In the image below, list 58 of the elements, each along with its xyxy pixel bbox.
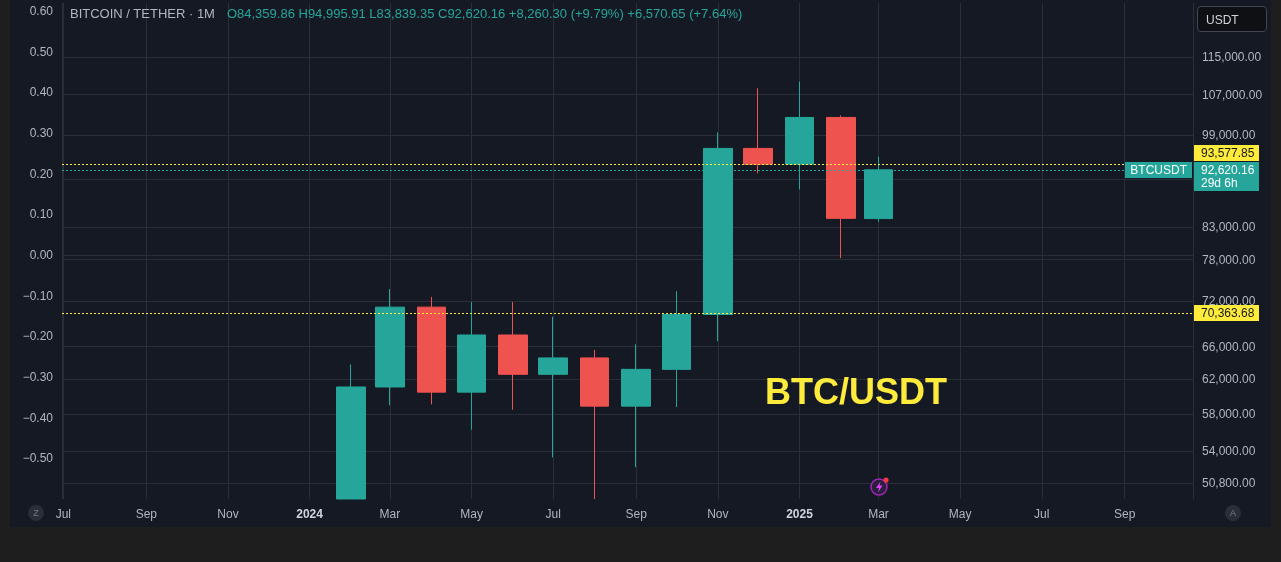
y-tick-label: 83,000.00 xyxy=(1202,220,1256,235)
x-tick-label: 2024 xyxy=(296,507,324,521)
y2-tick-label: 0.40 xyxy=(29,85,54,100)
candlestick xyxy=(498,301,528,411)
candlestick xyxy=(826,114,856,259)
x-tick-label: Sep xyxy=(1114,507,1136,521)
y2-tick-label: 0.20 xyxy=(29,166,54,181)
x-tick-label: May xyxy=(460,507,483,521)
y2-tick-label: 0.30 xyxy=(29,126,54,141)
candlestick xyxy=(580,349,609,500)
y2-tick-label: 0.60 xyxy=(29,4,54,19)
text: 29d 6h xyxy=(1194,175,1259,191)
y2-tick-label: −0.10 xyxy=(22,288,54,303)
y2-tick-label: −0.30 xyxy=(22,370,54,385)
x-tick-label: Mar xyxy=(379,507,401,521)
y-tick-label: 78,000.00 xyxy=(1202,252,1256,267)
candlestick xyxy=(375,288,405,406)
x-tick-label: Sep xyxy=(625,507,648,521)
y-tick-label: 107,000.00 xyxy=(1202,87,1263,102)
y-tick-label: 62,000.00 xyxy=(1202,372,1256,387)
candlestick xyxy=(538,316,568,458)
ref-line-label: 92,620.16 xyxy=(1194,161,1259,178)
x-tick-label: 2025 xyxy=(786,507,814,521)
x-tick-label: May xyxy=(948,507,972,521)
y-tick-label: 50,800.00 xyxy=(1202,476,1256,491)
x-tick-label: Jul xyxy=(1034,507,1050,521)
y2-tick-label: −0.40 xyxy=(22,410,54,425)
y-tick-label: 58,000.00 xyxy=(1202,407,1256,422)
x-tick-label: Jul xyxy=(55,507,72,521)
x-tick-label: Jul xyxy=(545,507,561,521)
candlestick xyxy=(457,301,486,431)
chart-title: BITCOIN / TETHER · 1M xyxy=(70,6,215,21)
text: Z xyxy=(28,505,44,521)
y-tick-label: 99,000.00 xyxy=(1202,128,1256,143)
annotation: BTC/USDT xyxy=(765,371,947,412)
y2-tick-label: −0.20 xyxy=(22,329,54,344)
y2-tick-label: 0.50 xyxy=(29,44,54,59)
x-tick-label: Sep xyxy=(135,507,158,521)
ref-line-label: 93,577.85 xyxy=(1194,144,1259,161)
y-tick-label: 66,000.00 xyxy=(1202,339,1256,354)
y-tick-label: 115,000.00 xyxy=(1202,49,1262,64)
chart-subtitle: O84,359.86 H94,995.91 L83,839.35 C92,620.16 +8,260.30 (+9.79%) +6,570.65 (+7.64%) xyxy=(226,6,743,21)
candlestick xyxy=(662,290,691,408)
ref-line-label: 70,363.68 xyxy=(1194,305,1259,322)
text: A xyxy=(1225,505,1241,521)
y2-tick-label: 0.10 xyxy=(29,207,54,222)
y2-tick-label: 0.00 xyxy=(29,248,54,263)
candlestick xyxy=(743,87,773,174)
x-tick-label: Nov xyxy=(217,507,239,521)
candlestick xyxy=(621,343,651,468)
x-tick-label: Nov xyxy=(707,507,729,521)
annotation: BTCUSDT xyxy=(1125,161,1192,178)
y2-tick-label: −0.50 xyxy=(22,451,54,466)
y-tick-label: 54,000.00 xyxy=(1202,444,1256,459)
candlestick xyxy=(336,363,366,500)
x-tick-label: Mar xyxy=(868,507,889,521)
candlestick xyxy=(417,296,446,405)
y-axis-title: USDT xyxy=(1197,6,1267,32)
